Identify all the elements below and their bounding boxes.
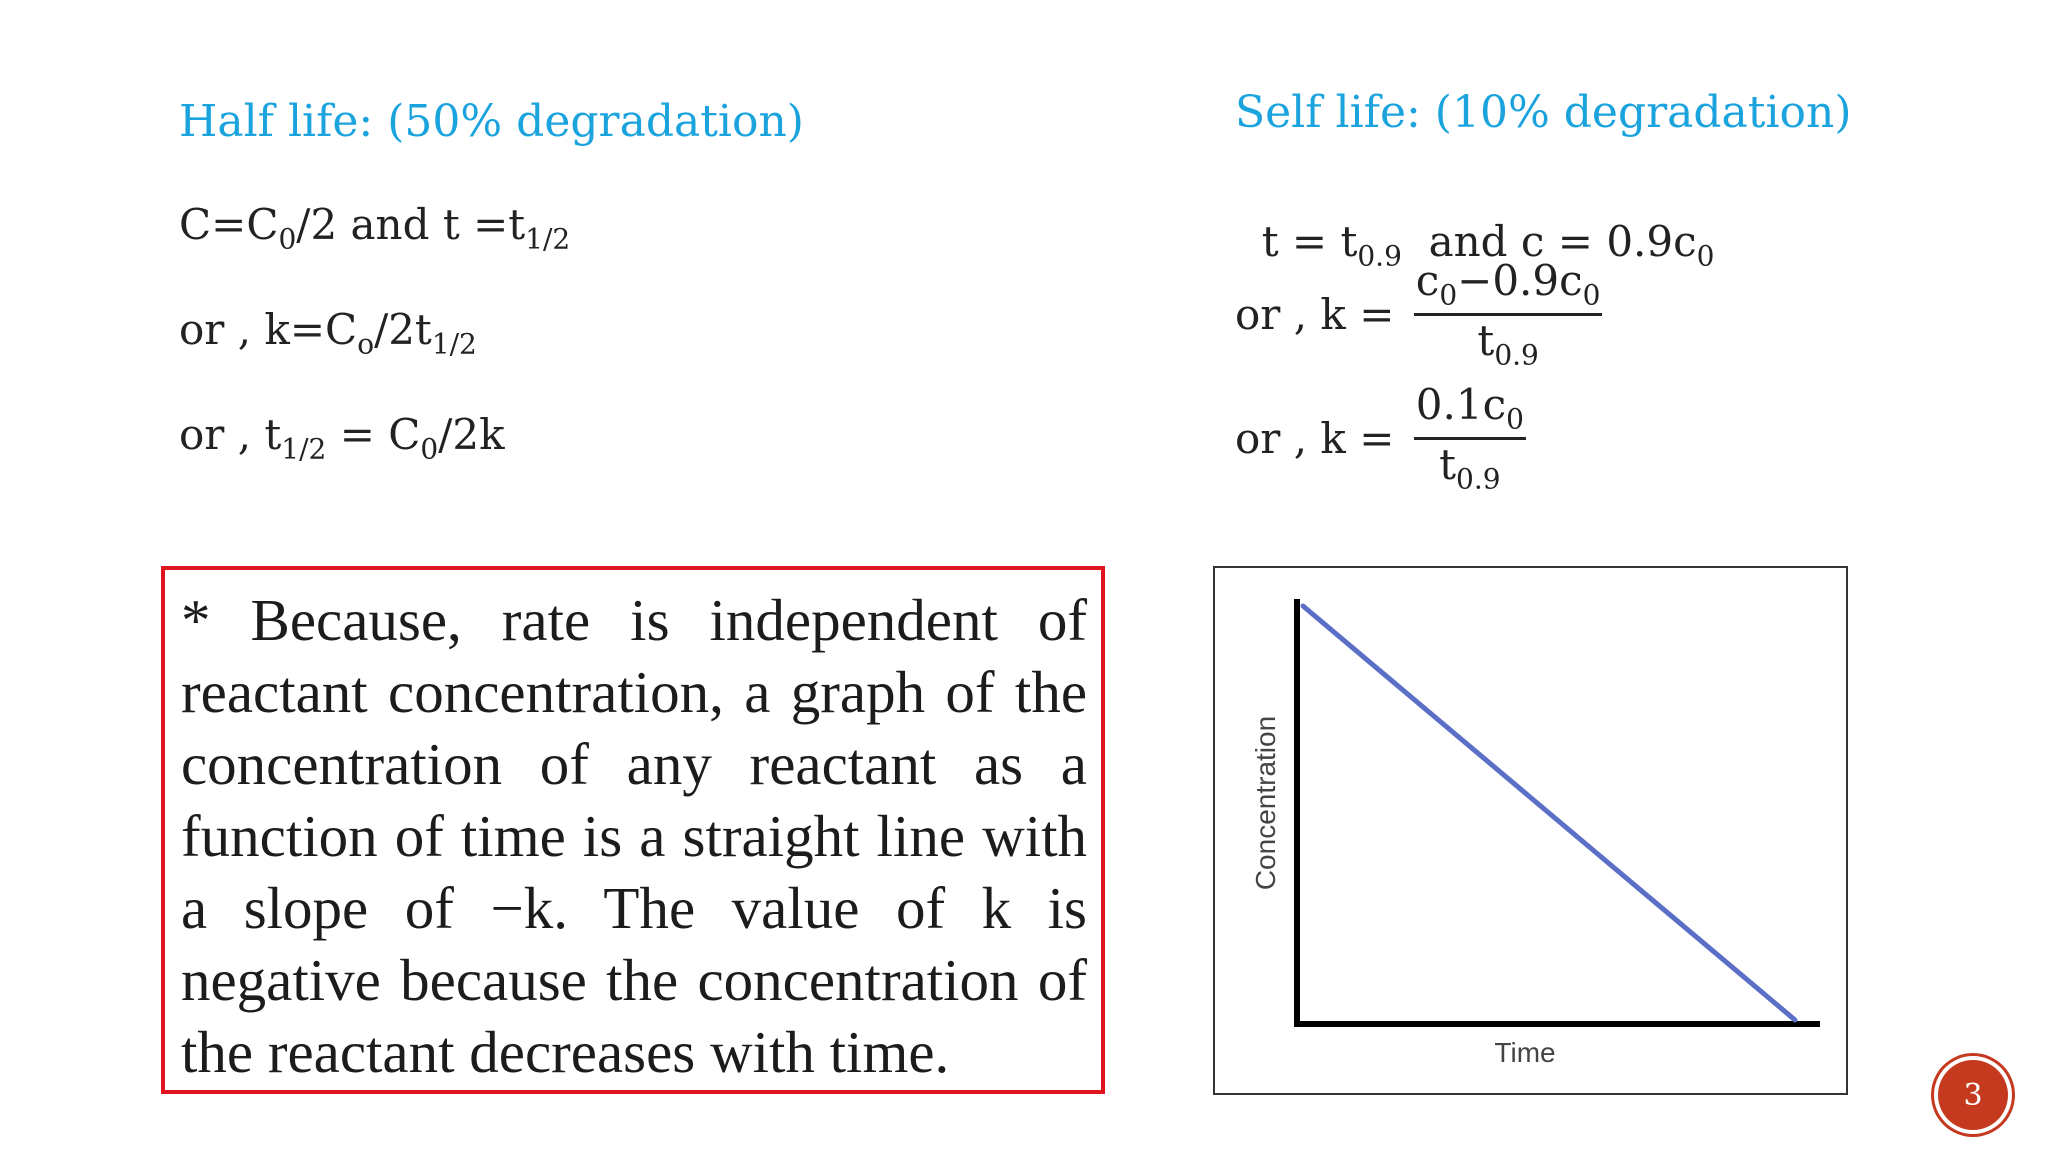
x-axis-label: Time	[1494, 1037, 1555, 1068]
page-number-badge: 3	[1938, 1060, 2008, 1130]
self-life-eq-1: t = t0.9 and c = 0.9c0	[1261, 217, 1715, 273]
page-number: 3	[1963, 1077, 1983, 1113]
half-life-eq-3: or , t1/2 = C0/2k	[179, 410, 505, 466]
series-line	[1300, 603, 1798, 1023]
note-box: * Because, rate is independent of reacta…	[161, 566, 1105, 1094]
self-life-eq-3: or , k = 0.1c0 t0.9	[1235, 380, 1526, 496]
half-life-heading: Half life: (50% degradation)	[179, 96, 804, 147]
self-life-eq-2: or , k = c0−0.9c0 t0.9	[1235, 256, 1603, 372]
note-text: * Because, rate is independent of reacta…	[181, 587, 1087, 1085]
self-life-heading: Self life: (10% degradation)	[1235, 87, 1852, 138]
half-life-eq-2: or , k=Co/2t1/2	[179, 305, 477, 361]
fraction-eq-3: 0.1c0 t0.9	[1413, 380, 1526, 496]
chart-frame: Concentration Time	[1213, 566, 1848, 1095]
half-life-eq-1: C=C0/2 and t =t1/2	[179, 200, 571, 256]
concentration-time-chart: Concentration Time	[1250, 599, 1820, 1068]
y-axis-label: Concentration	[1250, 716, 1281, 890]
fraction-eq-2: c0−0.9c0 t0.9	[1413, 256, 1603, 372]
